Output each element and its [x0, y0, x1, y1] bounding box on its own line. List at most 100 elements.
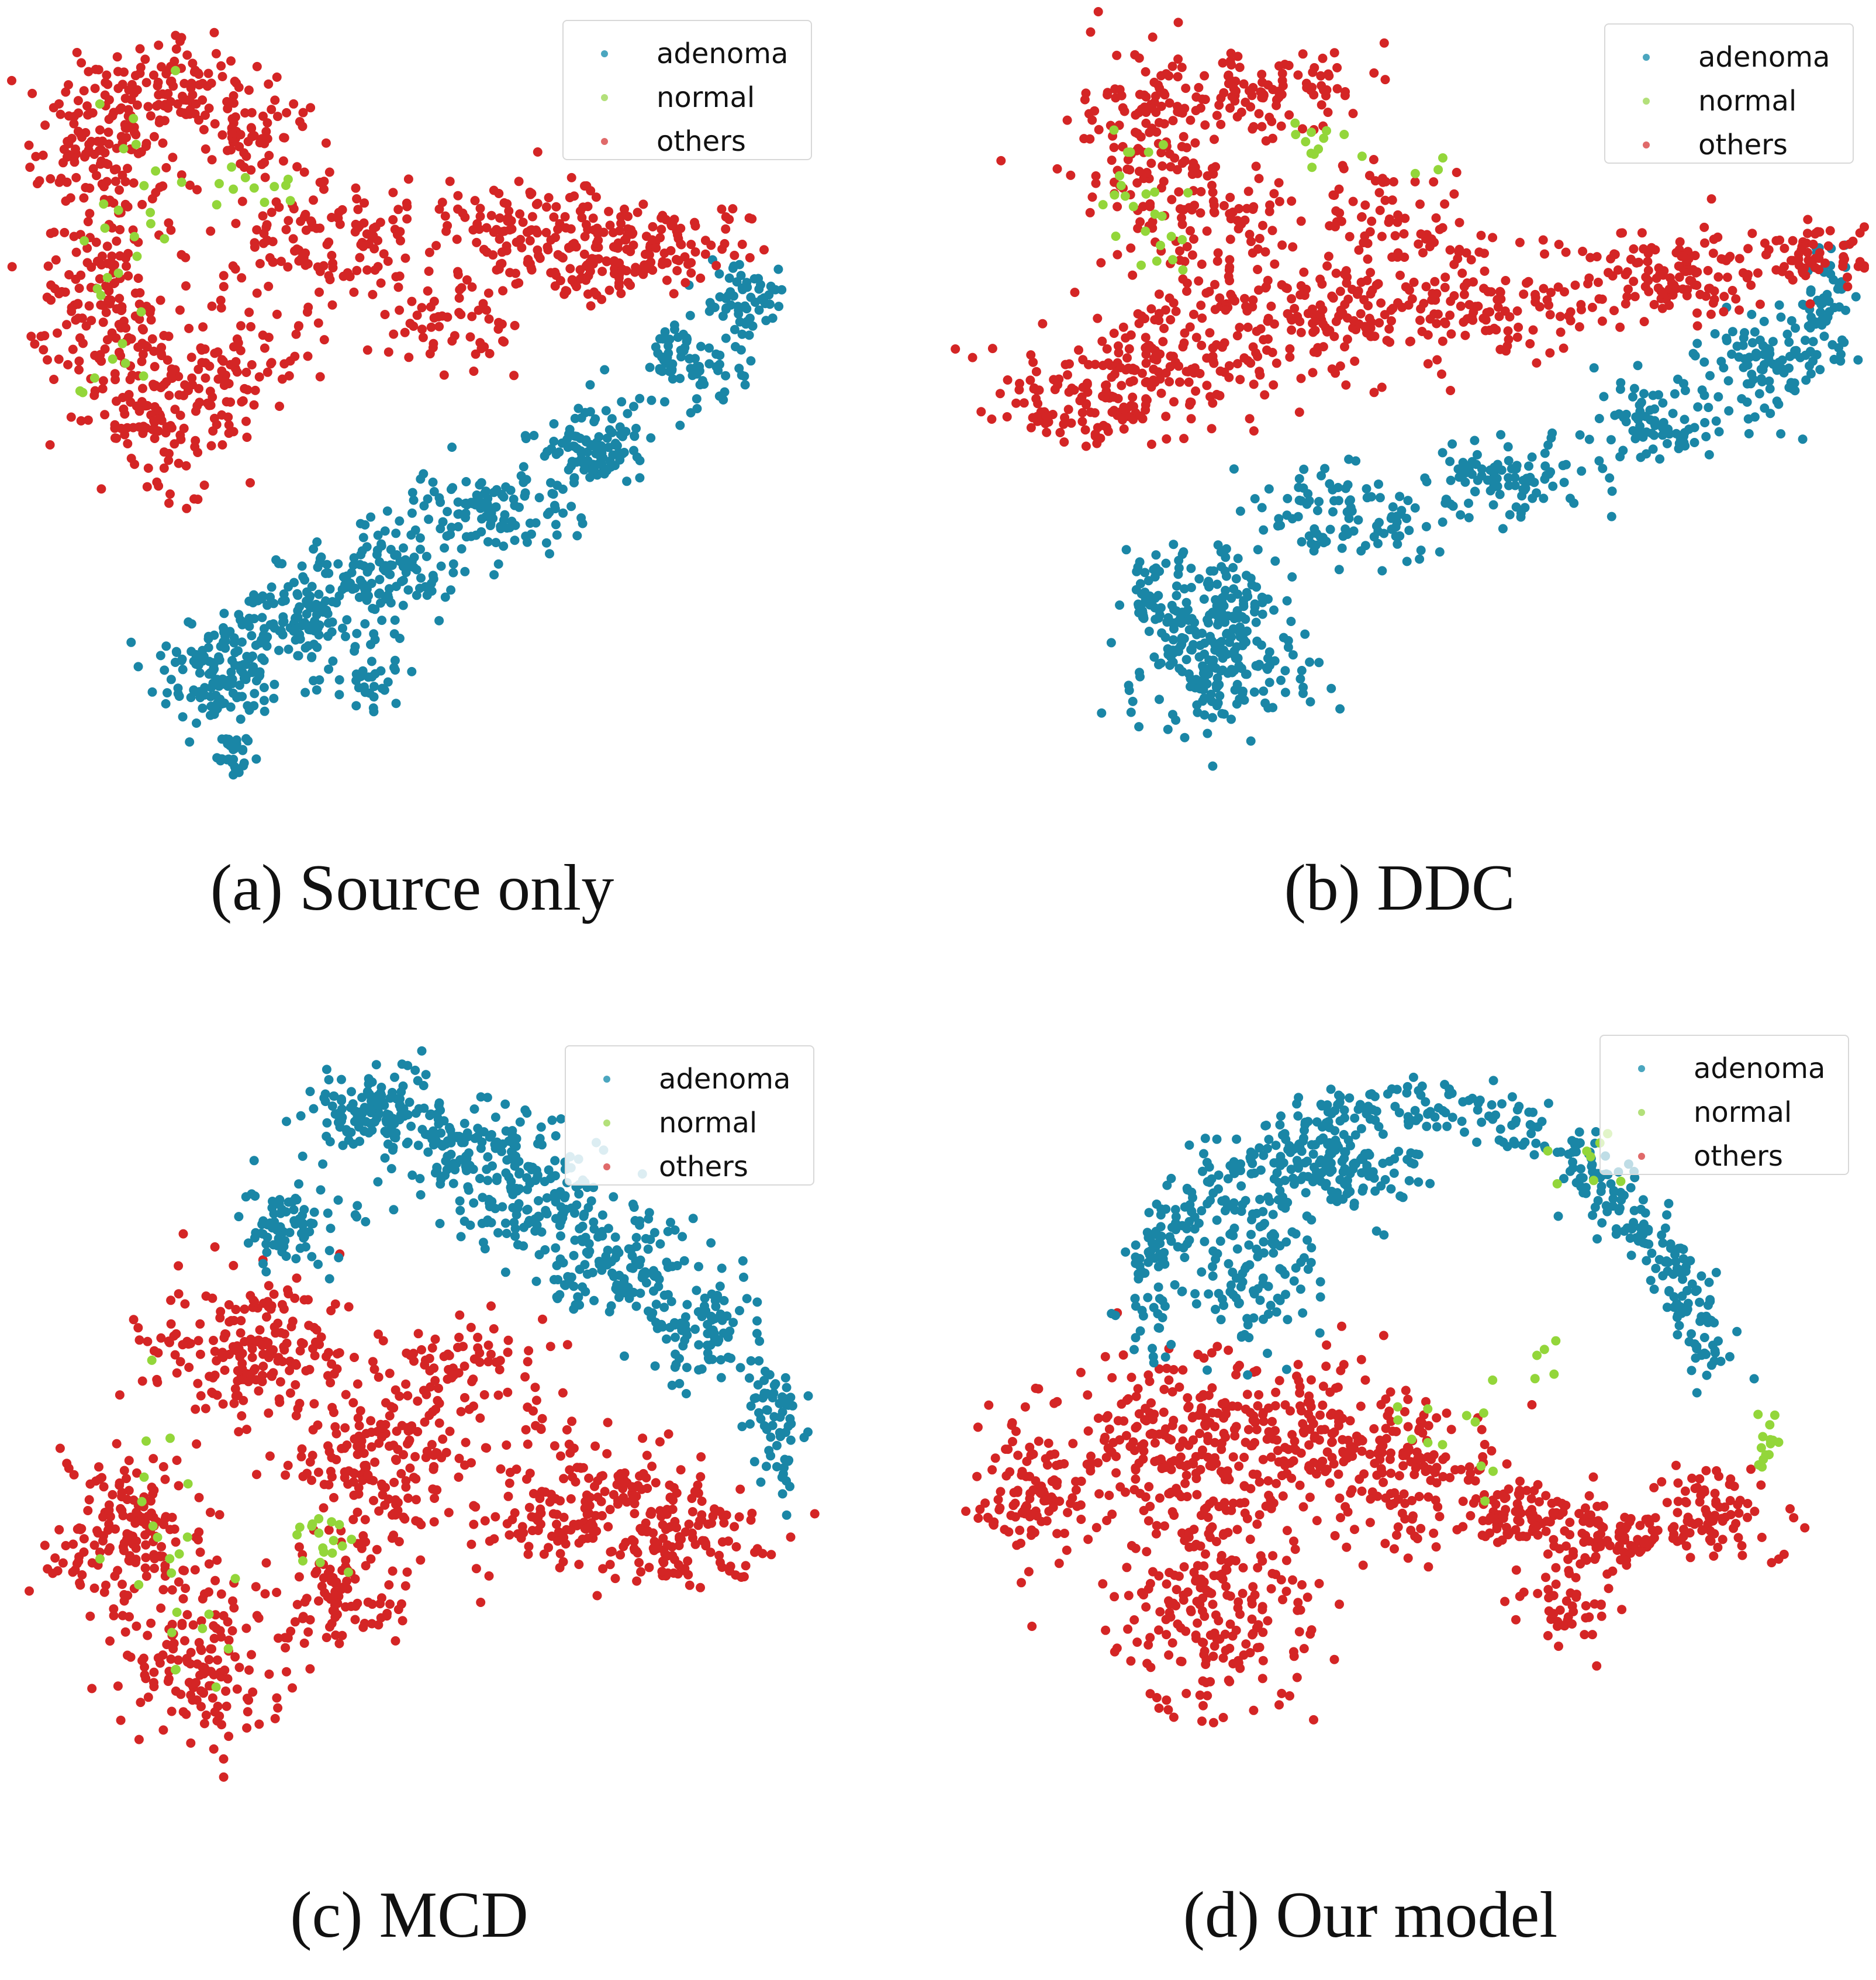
point-others: [1512, 332, 1522, 342]
point-adenoma: [1673, 374, 1682, 384]
point-adenoma: [721, 305, 731, 314]
point-others: [360, 198, 369, 208]
point-adenoma: [631, 423, 641, 433]
point-adenoma: [1598, 464, 1608, 474]
point-others: [1177, 213, 1186, 223]
point-adenoma: [499, 541, 509, 551]
point-adenoma: [1347, 506, 1357, 516]
point-others: [26, 331, 36, 341]
point-others: [371, 222, 381, 232]
point-others: [1341, 87, 1350, 96]
point-others: [1209, 207, 1219, 216]
point-others: [146, 315, 156, 325]
point-others: [1354, 245, 1364, 255]
point-others: [182, 1610, 192, 1620]
point-others: [149, 382, 159, 392]
point-others: [642, 1527, 652, 1537]
point-others: [246, 478, 255, 488]
point-others: [1189, 309, 1198, 319]
point-adenoma: [1169, 635, 1179, 645]
point-others: [160, 1474, 170, 1484]
point-others: [236, 1375, 246, 1384]
point-others: [518, 217, 528, 227]
point-others: [165, 1338, 174, 1347]
point-others: [1202, 226, 1212, 236]
point-adenoma: [1293, 512, 1303, 521]
point-others: [1210, 305, 1220, 315]
point-others: [489, 227, 499, 237]
point-adenoma: [1295, 674, 1305, 684]
point-others: [174, 458, 184, 468]
point-others: [272, 1588, 282, 1597]
point-adenoma: [774, 302, 784, 312]
point-others: [553, 224, 563, 234]
point-others: [1277, 75, 1287, 85]
point-others: [1082, 400, 1091, 410]
point-adenoma: [434, 493, 444, 503]
point-others: [1141, 358, 1151, 368]
point-others: [298, 122, 308, 132]
point-others: [632, 1576, 642, 1586]
point-others: [1348, 109, 1358, 119]
point-others: [1186, 226, 1195, 236]
point-others: [495, 234, 505, 244]
point-others: [328, 1606, 338, 1616]
point-others: [344, 1302, 354, 1312]
point-others: [452, 234, 462, 244]
point-others: [1630, 292, 1640, 302]
point-adenoma: [1344, 513, 1354, 523]
point-others: [486, 210, 496, 220]
point-others: [300, 209, 310, 219]
point-adenoma: [607, 414, 617, 424]
point-others: [204, 1655, 214, 1664]
point-others: [218, 1399, 228, 1409]
point-others: [1178, 274, 1188, 284]
point-others: [1252, 326, 1262, 336]
point-others: [987, 344, 997, 354]
point-adenoma: [248, 663, 258, 673]
point-others: [170, 1524, 179, 1534]
point-others: [1135, 89, 1145, 99]
point-others: [98, 317, 108, 327]
point-others: [1474, 247, 1484, 257]
point-others: [141, 1540, 151, 1550]
point-adenoma: [1416, 545, 1426, 555]
point-others: [618, 1484, 628, 1494]
point-adenoma: [565, 424, 575, 434]
point-others: [161, 69, 171, 79]
point-adenoma: [473, 497, 483, 507]
point-normal: [131, 140, 141, 149]
point-others: [90, 84, 100, 94]
point-others: [206, 441, 216, 451]
point-others: [424, 267, 434, 276]
point-others: [541, 202, 551, 212]
point-others: [153, 77, 163, 87]
point-others: [630, 1545, 640, 1555]
point-adenoma: [352, 628, 362, 638]
point-adenoma: [1299, 464, 1309, 474]
point-adenoma: [1393, 539, 1402, 549]
point-others: [170, 56, 179, 66]
series-adenoma-a: [126, 255, 787, 780]
point-others: [306, 216, 316, 226]
point-others: [417, 324, 427, 334]
point-others: [369, 1495, 378, 1505]
point-adenoma: [260, 624, 269, 634]
point-others: [450, 331, 460, 341]
point-adenoma: [1648, 444, 1658, 454]
point-adenoma: [209, 709, 219, 719]
point-others: [467, 312, 477, 322]
point-adenoma: [1615, 384, 1625, 394]
point-others: [1113, 250, 1122, 260]
point-others: [134, 1734, 144, 1744]
point-adenoma: [429, 574, 438, 584]
point-others: [551, 233, 560, 243]
point-others: [123, 164, 132, 174]
point-others: [1181, 367, 1191, 376]
point-others: [213, 347, 223, 357]
point-adenoma: [1215, 691, 1225, 701]
point-adenoma: [1249, 687, 1259, 697]
point-others: [247, 1650, 256, 1660]
point-normal: [1136, 260, 1146, 270]
point-others: [262, 367, 272, 377]
